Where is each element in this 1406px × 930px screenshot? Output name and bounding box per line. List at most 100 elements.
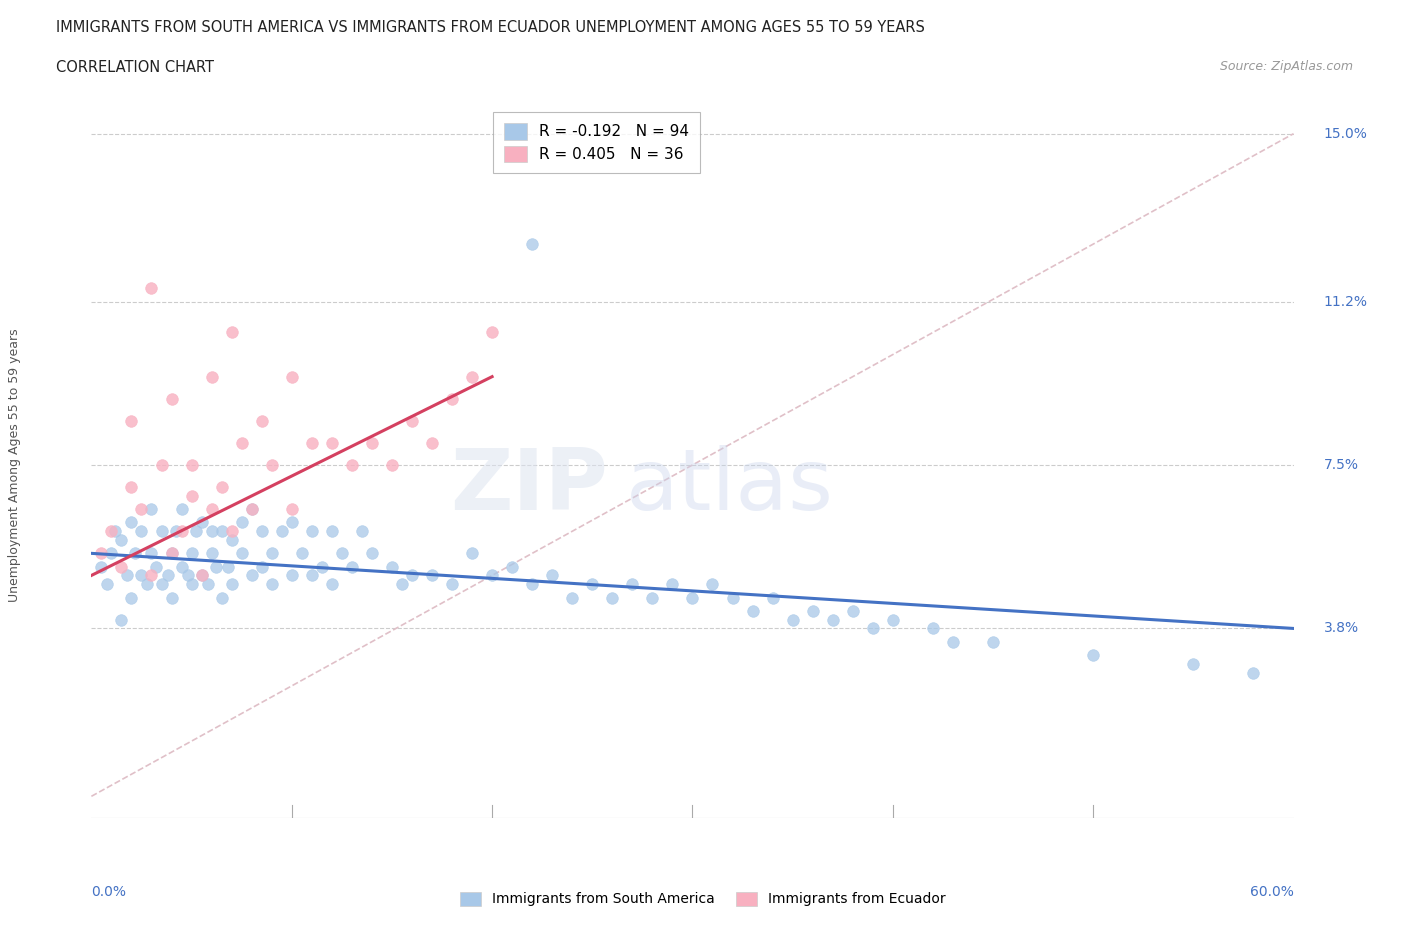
Point xyxy=(481,568,503,583)
Point xyxy=(211,591,233,605)
Point xyxy=(520,237,543,252)
Point xyxy=(420,568,443,583)
Point xyxy=(821,612,844,627)
Point xyxy=(661,577,683,591)
Point xyxy=(231,546,253,561)
Point xyxy=(281,369,304,384)
Point xyxy=(291,546,314,561)
Point xyxy=(190,568,212,583)
Point xyxy=(141,546,163,561)
Point xyxy=(250,559,273,574)
Point xyxy=(176,568,198,583)
Point xyxy=(942,634,965,649)
Text: 3.8%: 3.8% xyxy=(1323,621,1358,635)
Point xyxy=(100,524,122,538)
Point xyxy=(131,524,153,538)
Point xyxy=(201,524,224,538)
Point xyxy=(204,559,226,574)
Point xyxy=(301,568,323,583)
Point xyxy=(221,533,243,548)
Point xyxy=(561,591,583,605)
Point xyxy=(741,604,763,618)
Point xyxy=(141,568,163,583)
Legend: R = -0.192   N = 94, R = 0.405   N = 36: R = -0.192 N = 94, R = 0.405 N = 36 xyxy=(494,113,700,173)
Point xyxy=(170,559,193,574)
Point xyxy=(124,546,146,561)
Text: 60.0%: 60.0% xyxy=(1250,884,1294,898)
Text: IMMIGRANTS FROM SOUTH AMERICA VS IMMIGRANTS FROM ECUADOR UNEMPLOYMENT AMONG AGES: IMMIGRANTS FROM SOUTH AMERICA VS IMMIGRA… xyxy=(56,20,925,35)
Point xyxy=(240,568,263,583)
Point xyxy=(381,458,404,472)
Point xyxy=(121,480,143,495)
Point xyxy=(160,546,183,561)
Text: 15.0%: 15.0% xyxy=(1323,126,1368,140)
Point xyxy=(922,621,945,636)
Point xyxy=(160,591,183,605)
Point xyxy=(156,568,179,583)
Point xyxy=(420,435,443,450)
Point xyxy=(981,634,1004,649)
Point xyxy=(301,435,323,450)
Point xyxy=(104,524,127,538)
Text: 0.0%: 0.0% xyxy=(91,884,127,898)
Point xyxy=(110,533,132,548)
Point xyxy=(150,577,173,591)
Point xyxy=(782,612,804,627)
Point xyxy=(520,577,543,591)
Point xyxy=(131,502,153,517)
Point xyxy=(201,502,224,517)
Point xyxy=(110,559,132,574)
Point xyxy=(131,568,153,583)
Point xyxy=(882,612,904,627)
Point xyxy=(350,524,373,538)
Point xyxy=(501,559,523,574)
Point xyxy=(360,546,382,561)
Point xyxy=(762,591,785,605)
Point xyxy=(180,488,202,503)
Point xyxy=(321,524,343,538)
Point xyxy=(281,515,304,530)
Text: ZIP: ZIP xyxy=(450,445,609,527)
Point xyxy=(160,392,183,406)
Point xyxy=(201,369,224,384)
Point xyxy=(602,591,624,605)
Point xyxy=(96,577,118,591)
Point xyxy=(401,568,423,583)
Legend: Immigrants from South America, Immigrants from Ecuador: Immigrants from South America, Immigrant… xyxy=(456,886,950,912)
Point xyxy=(461,369,484,384)
Point xyxy=(240,502,263,517)
Text: Unemployment Among Ages 55 to 59 years: Unemployment Among Ages 55 to 59 years xyxy=(8,328,21,602)
Point xyxy=(190,568,212,583)
Point xyxy=(250,524,273,538)
Point xyxy=(100,546,122,561)
Point xyxy=(231,435,253,450)
Point xyxy=(141,281,163,296)
Point xyxy=(281,568,304,583)
Point xyxy=(170,524,193,538)
Point xyxy=(121,414,143,429)
Point xyxy=(461,546,484,561)
Point xyxy=(260,458,283,472)
Point xyxy=(360,435,382,450)
Point xyxy=(340,458,363,472)
Point xyxy=(250,414,273,429)
Point xyxy=(1083,647,1105,662)
Point xyxy=(221,524,243,538)
Point xyxy=(340,559,363,574)
Point xyxy=(381,559,404,574)
Point xyxy=(197,577,219,591)
Point xyxy=(165,524,187,538)
Point xyxy=(401,414,423,429)
Point xyxy=(180,577,202,591)
Text: CORRELATION CHART: CORRELATION CHART xyxy=(56,60,214,75)
Point xyxy=(201,546,224,561)
Point xyxy=(221,577,243,591)
Point xyxy=(260,577,283,591)
Point xyxy=(121,591,143,605)
Point xyxy=(721,591,744,605)
Point xyxy=(321,435,343,450)
Point xyxy=(141,502,163,517)
Text: Source: ZipAtlas.com: Source: ZipAtlas.com xyxy=(1219,60,1353,73)
Point xyxy=(110,612,132,627)
Point xyxy=(1243,665,1265,680)
